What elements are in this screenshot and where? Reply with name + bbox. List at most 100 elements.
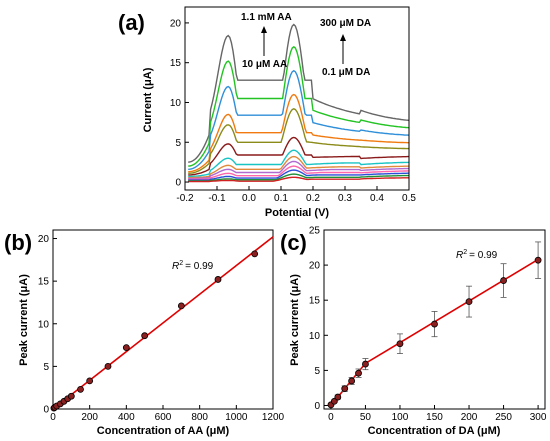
cv-curve	[188, 69, 410, 170]
data-point	[122, 344, 130, 352]
cv-curve	[188, 149, 410, 178]
panel-c-xlabel: Concentration of DA (μM)	[368, 425, 501, 437]
data-point	[251, 250, 259, 258]
panel-b-xtick-label: 200	[81, 412, 98, 423]
panel-c-ytick-label: 15	[309, 296, 321, 307]
data-point	[67, 392, 75, 400]
data-point	[348, 377, 356, 385]
fit-line	[52, 236, 274, 410]
data-point	[431, 320, 438, 328]
panel-b-xtick-label: 800	[191, 412, 208, 423]
panel-c-ytick-label: 25	[309, 226, 321, 237]
panel-a-xtick-label: 0.4	[370, 193, 384, 204]
cv-curve	[188, 136, 409, 176]
annotation-da-high: 300 μM DA	[320, 18, 371, 29]
panel-b-xtick-label: 0	[50, 412, 56, 423]
panel-a-ytick-label: 20	[170, 18, 182, 29]
data-point	[534, 256, 542, 264]
panel-b-xtick-label: 400	[118, 412, 135, 423]
panel-b-xtick-label: 600	[155, 412, 172, 423]
panel-b-ytick-label: 15	[38, 277, 50, 288]
panel-c-marks	[327, 241, 542, 409]
data-point	[177, 302, 185, 310]
annotation-aa-high: 1.1 mM AA	[241, 12, 292, 23]
panel-b-ticks: 0 200 400 600 800 1000 1200 0 5 10 15 20	[38, 234, 285, 423]
panel-b-ytick-label: 0	[43, 405, 49, 416]
panel-c-xtick-label: 50	[360, 412, 372, 423]
cv-curve	[188, 155, 410, 179]
panel-a-ytick-label: 0	[175, 178, 181, 189]
panel-c-ticks: 0 50 100 150 200 250 300 0 5 10 15 20 25	[309, 226, 547, 424]
annotation-aa-low: 10 μM AA	[242, 59, 287, 70]
data-point	[141, 332, 149, 340]
panel-b-label: (b)	[4, 230, 32, 255]
panel-b-marks	[50, 236, 274, 412]
panel-b-r2: R2 = 0.99	[172, 260, 214, 272]
data-point	[341, 385, 349, 393]
panel-b-ytick-label: 20	[38, 234, 50, 245]
panel-c-xtick-label: 250	[495, 412, 512, 423]
data-point	[362, 360, 369, 368]
panel-a-xtick-label: 0.1	[274, 193, 288, 204]
panel-a-xtick-label: -0.1	[208, 193, 226, 204]
panel-a-xtick-label: 0.5	[402, 193, 416, 204]
cv-curve	[188, 108, 409, 174]
panel-a: (a) -0.2 -0.1 0.0 0.1 0.2 0.3 0.4 0.5 0 5 10 15 20 P…	[118, 6, 417, 219]
panel-b: (b) 0 200 400 600 800 1000 1200 0 5 10 15 20 Concen…	[4, 229, 285, 437]
panel-c-ylabel: Peak current (μA)	[289, 274, 301, 366]
panel-c-r2: R2 = 0.99	[456, 249, 498, 261]
panel-c-xtick-label: 100	[392, 412, 409, 423]
panel-a-xtick-label: 0.3	[338, 193, 352, 204]
panel-a-xtick-label: -0.2	[176, 193, 194, 204]
panel-a-frame	[184, 6, 410, 191]
arrow-aa-head	[261, 26, 267, 33]
panel-b-xtick-label: 1200	[262, 412, 285, 423]
panel-c-xtick-label: 150	[426, 412, 443, 423]
cv-curve	[188, 165, 409, 181]
panel-c-xtick-label: 300	[530, 412, 547, 423]
panel-b-ylabel: Peak current (μA)	[18, 274, 30, 366]
panel-a-ticks: -0.2 -0.1 0.0 0.1 0.2 0.3 0.4 0.5 0 5 10 15 20	[170, 18, 417, 204]
panel-a-ytick-label: 15	[170, 58, 182, 69]
panel-a-xtick-label: 0.2	[306, 193, 320, 204]
data-point	[86, 377, 94, 385]
data-point	[396, 340, 404, 348]
cv-curve	[188, 173, 410, 182]
panel-c-r2-value: = 0.99	[469, 250, 498, 261]
panel-c-xtick-label: 0	[328, 412, 334, 423]
panel-b-ytick-label: 5	[43, 362, 49, 373]
cv-curve	[188, 169, 409, 181]
panel-b-xlabel: Concentration of AA (μM)	[97, 425, 230, 437]
data-point	[355, 369, 362, 377]
panel-c-ytick-label: 5	[314, 366, 320, 377]
data-point	[500, 277, 507, 284]
data-point	[77, 385, 84, 393]
panel-a-ytick-label: 5	[175, 138, 181, 149]
panel-a-label: (a)	[118, 10, 145, 35]
panel-b-ytick-label: 10	[38, 319, 50, 330]
cv-curve	[188, 23, 410, 163]
arrow-da-head	[340, 34, 346, 41]
panel-c-ytick-label: 10	[309, 331, 321, 342]
panel-a-curves	[188, 23, 410, 183]
panel-a-xtick-label: 0.0	[242, 193, 256, 204]
data-point	[465, 298, 473, 306]
cv-curve	[188, 160, 410, 180]
panel-b-xtick-label: 1000	[225, 412, 248, 423]
panel-a-xlabel: Potential (V)	[265, 207, 330, 219]
data-point	[104, 362, 112, 370]
panel-b-frame	[52, 229, 274, 410]
panel-c-ytick-label: 20	[309, 261, 321, 272]
data-point	[214, 276, 222, 283]
annotation-da-low: 0.1 μM DA	[322, 67, 370, 78]
panel-c-xtick-label: 200	[461, 412, 478, 423]
data-point	[334, 393, 342, 401]
panel-c: (c) 0 50 100 150 200 250 300 0 5 10 15 20 25 Concent…	[280, 226, 547, 438]
panel-c-ytick-label: 0	[314, 401, 320, 412]
annotation-arrows	[261, 26, 346, 64]
cv-curve	[188, 176, 409, 183]
panel-a-ylabel: Current (μA)	[142, 67, 154, 132]
cv-curve	[188, 45, 410, 167]
cv-curve	[188, 93, 409, 173]
